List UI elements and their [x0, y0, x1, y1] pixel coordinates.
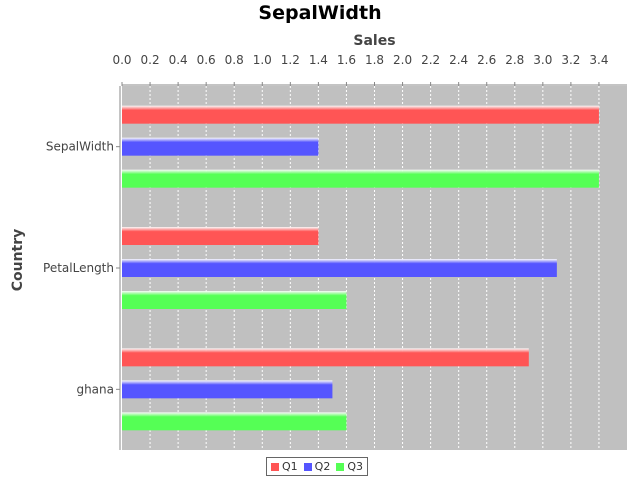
x-tick-label: 1.2 — [281, 53, 300, 67]
x-tick-label: 2.0 — [393, 53, 412, 67]
x-tick-label: 0.0 — [112, 53, 131, 67]
legend-item-q3: Q3 — [336, 460, 363, 473]
x-tick-label: 3.4 — [589, 53, 608, 67]
bar-q2-sepalwidth — [122, 137, 319, 156]
chart-title: SepalWidth — [258, 2, 382, 24]
bar-q2-petallength — [122, 259, 557, 277]
bar-q3-sepalwidth — [122, 169, 599, 188]
x-tick-label: 1.6 — [337, 53, 356, 67]
legend-item-q2: Q2 — [303, 460, 331, 473]
x-tick-label: 3.0 — [533, 53, 552, 67]
legend-swatch-q3 — [336, 462, 345, 471]
bar-q2-ghana — [122, 380, 333, 399]
bar-q3-petallength — [122, 291, 347, 309]
bar-q1-ghana — [122, 348, 529, 367]
x-tick-label: 0.4 — [169, 53, 188, 67]
x-tick-label: 2.6 — [477, 53, 496, 67]
x-tick-label: 2.2 — [421, 53, 440, 67]
x-tick-label: 0.8 — [225, 53, 244, 67]
x-tick-label: 1.0 — [253, 53, 272, 67]
x-axis-label: Sales — [353, 33, 396, 49]
bar-q3-ghana — [122, 412, 347, 431]
x-tick-label: 0.2 — [141, 53, 160, 67]
legend-label-q3: Q3 — [347, 460, 364, 473]
legend: Q1 Q2 Q3 — [266, 457, 369, 476]
x-tick-label: 3.2 — [561, 53, 580, 67]
legend-label-q2: Q2 — [314, 460, 331, 473]
bar-q1-sepalwidth — [122, 105, 599, 124]
x-tick-label: 1.8 — [365, 53, 384, 67]
legend-swatch-q1 — [271, 462, 279, 471]
legend-swatch-q2 — [303, 462, 312, 471]
x-tick-label: 0.6 — [197, 53, 216, 67]
y-tick-label: PetalLength — [43, 261, 114, 275]
x-tick-label: 1.4 — [309, 53, 328, 67]
y-tick-label: ghana — [76, 382, 114, 396]
legend-item-q1: Q1 — [271, 460, 298, 473]
y-tick-label: SepalWidth — [46, 140, 114, 154]
legend-label-q1: Q1 — [282, 460, 298, 473]
x-tick-label: 2.8 — [505, 53, 524, 67]
x-tick-label: 2.4 — [449, 53, 468, 67]
bar-q1-petallength — [122, 227, 319, 245]
